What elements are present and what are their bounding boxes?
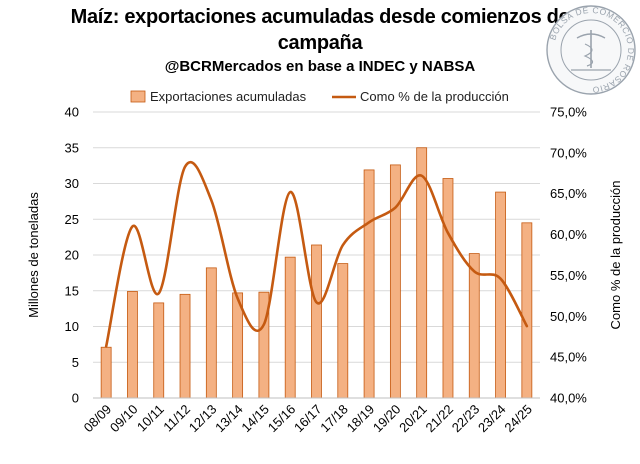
y-axis-title: Millones de toneladas	[26, 192, 41, 318]
y-tick-label: 40	[65, 105, 79, 120]
chart-title-line-2: campaña	[277, 32, 363, 54]
bar	[284, 256, 296, 399]
y-tick-label: 20	[65, 248, 79, 263]
y2-axis-title: Como % de la producción	[608, 181, 623, 330]
seal-inner-ring	[560, 19, 622, 81]
bar	[127, 291, 138, 399]
bar	[179, 293, 191, 399]
x-tick-label: 13/14	[212, 402, 246, 436]
x-tick-label: 20/21	[396, 402, 430, 436]
x-tick-label: 12/13	[186, 402, 220, 436]
bcr-seal-logo: BOLSA DE COMERCIO DE ROSARIO	[546, 5, 636, 95]
y2-tick-label: 40,0%	[550, 391, 587, 406]
line-series	[104, 160, 529, 348]
y2-tick-label: 45,0%	[550, 350, 587, 365]
legend-bar-label: Exportaciones acumuladas	[150, 89, 307, 104]
legend: Exportaciones acumuladas Como % de la pro…	[130, 89, 509, 104]
bar-series	[100, 147, 533, 399]
y2-tick-label: 75,0%	[550, 105, 587, 120]
bar	[468, 253, 480, 399]
y2-tick-label: 65,0%	[550, 186, 587, 201]
x-tick-label: 08/09	[81, 402, 115, 436]
y2-tick-label: 70,0%	[550, 145, 587, 160]
x-tick-label: 11/12	[160, 402, 193, 435]
bar	[389, 164, 401, 399]
y-tick-label: 0	[72, 391, 79, 406]
y2-tick-label: 55,0%	[550, 268, 587, 283]
legend-bar-swatch	[130, 90, 146, 103]
y2-tick-label: 50,0%	[550, 309, 587, 324]
bar	[521, 222, 533, 399]
y-tick-label: 35	[65, 140, 79, 155]
x-tick-label: 22/23	[449, 402, 483, 436]
bar	[363, 169, 375, 399]
y-tick-label: 25	[65, 212, 79, 227]
seal-emblem-snake	[583, 43, 594, 67]
x-tick-label: 10/11	[134, 402, 167, 435]
x-tick-label: 09/10	[107, 402, 141, 436]
x-tick-label: 14/15	[238, 402, 272, 436]
y-tick-label: 30	[65, 176, 79, 191]
y2-tick-label: 60,0%	[550, 227, 587, 242]
bar	[100, 346, 112, 399]
bar	[442, 178, 454, 399]
legend-line-label: Como % de la producción	[360, 89, 509, 104]
bar	[337, 263, 349, 399]
axes: 0 5 10 15 20 25 30 35 40 40,0% 45,0% 50,0% 55,0% 60,0…	[26, 105, 623, 436]
x-tick-label: 15/16	[265, 402, 299, 436]
x-tick-label: 17/18	[317, 402, 351, 436]
x-tick-label: 24/25	[501, 402, 535, 436]
line-path	[104, 160, 529, 348]
bar	[495, 191, 506, 399]
x-tick-label: 23/24	[475, 402, 509, 436]
x-tick-label: 16/17	[291, 402, 325, 436]
bar	[311, 244, 322, 399]
chart-subtitle: @BCRMercados en base a INDEC y NABSA	[164, 58, 476, 75]
y-tick-label: 10	[65, 319, 79, 334]
bar	[153, 302, 165, 399]
chart-title-line-1: Maíz: exportaciones acumuladas desde com…	[70, 6, 570, 28]
x-tick-label: 18/19	[344, 402, 378, 436]
x-tick-label: 21/22	[422, 402, 456, 436]
seal-emblem-wings	[576, 33, 606, 39]
x-tick-label: 19/20	[370, 402, 404, 436]
bar	[416, 147, 428, 399]
y-tick-label: 5	[72, 355, 79, 370]
bar	[205, 267, 217, 399]
y-tick-label: 15	[65, 283, 79, 298]
